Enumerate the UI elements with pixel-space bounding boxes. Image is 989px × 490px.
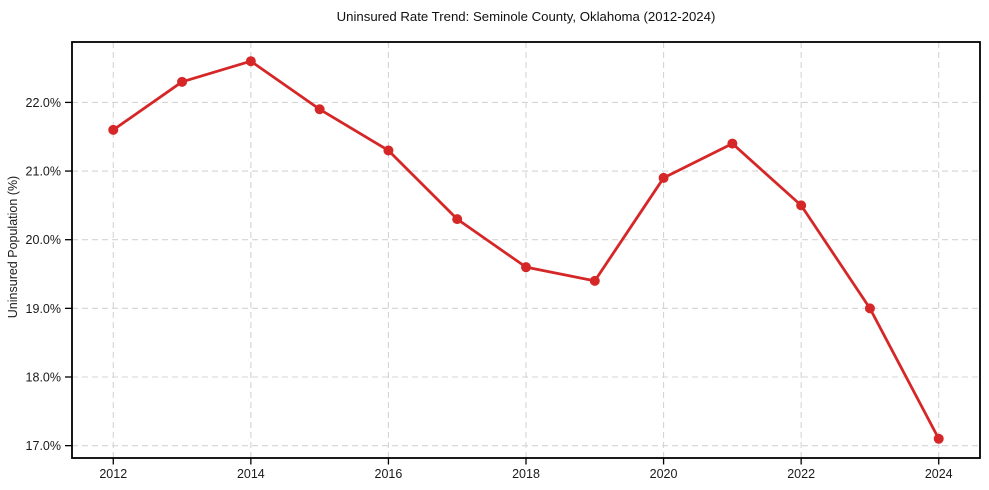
y-tick-label: 21.0% [26, 165, 61, 179]
gridlines [72, 42, 980, 458]
data-point-2019 [589, 275, 600, 286]
chart-title: Uninsured Rate Trend: Seminole County, O… [337, 9, 716, 24]
x-tick-labels: 2012 2014 2016 2018 2020 2022 2024 [99, 467, 952, 481]
data-point-2014 [245, 56, 256, 67]
data-point-2015 [314, 104, 325, 115]
data-point-2018 [521, 262, 531, 273]
y-axis-label: Uninsured Population (%) [6, 176, 20, 318]
x-tick-label: 2012 [99, 467, 127, 481]
x-tick-label: 2016 [375, 467, 403, 481]
data-point-2016 [383, 145, 394, 156]
data-point-2021 [727, 138, 738, 149]
data-point-2013 [177, 76, 188, 87]
data-point-2022 [796, 200, 807, 211]
data-point-2024 [933, 433, 944, 444]
y-tick-label: 22.0% [26, 96, 61, 110]
data-point-2017 [452, 214, 463, 225]
x-tick-label: 2020 [650, 467, 678, 481]
data-point-2020 [658, 172, 669, 183]
y-tick-label: 19.0% [26, 302, 61, 316]
y-tick-label: 20.0% [26, 233, 61, 247]
x-tick-label: 2014 [237, 467, 265, 481]
data-series [108, 56, 944, 444]
y-tick-label: 18.0% [26, 370, 61, 384]
x-tick-label: 2018 [512, 467, 540, 481]
x-tick-label: 2022 [787, 467, 815, 481]
data-point-2012 [108, 124, 119, 135]
y-tick-label: 17.0% [26, 439, 61, 453]
tick-marks [65, 101, 940, 465]
data-point-2023 [864, 303, 875, 314]
y-tick-labels: 17.0% 18.0% 19.0% 20.0% 21.0% 22.0% [26, 96, 61, 453]
x-tick-label: 2024 [925, 467, 953, 481]
